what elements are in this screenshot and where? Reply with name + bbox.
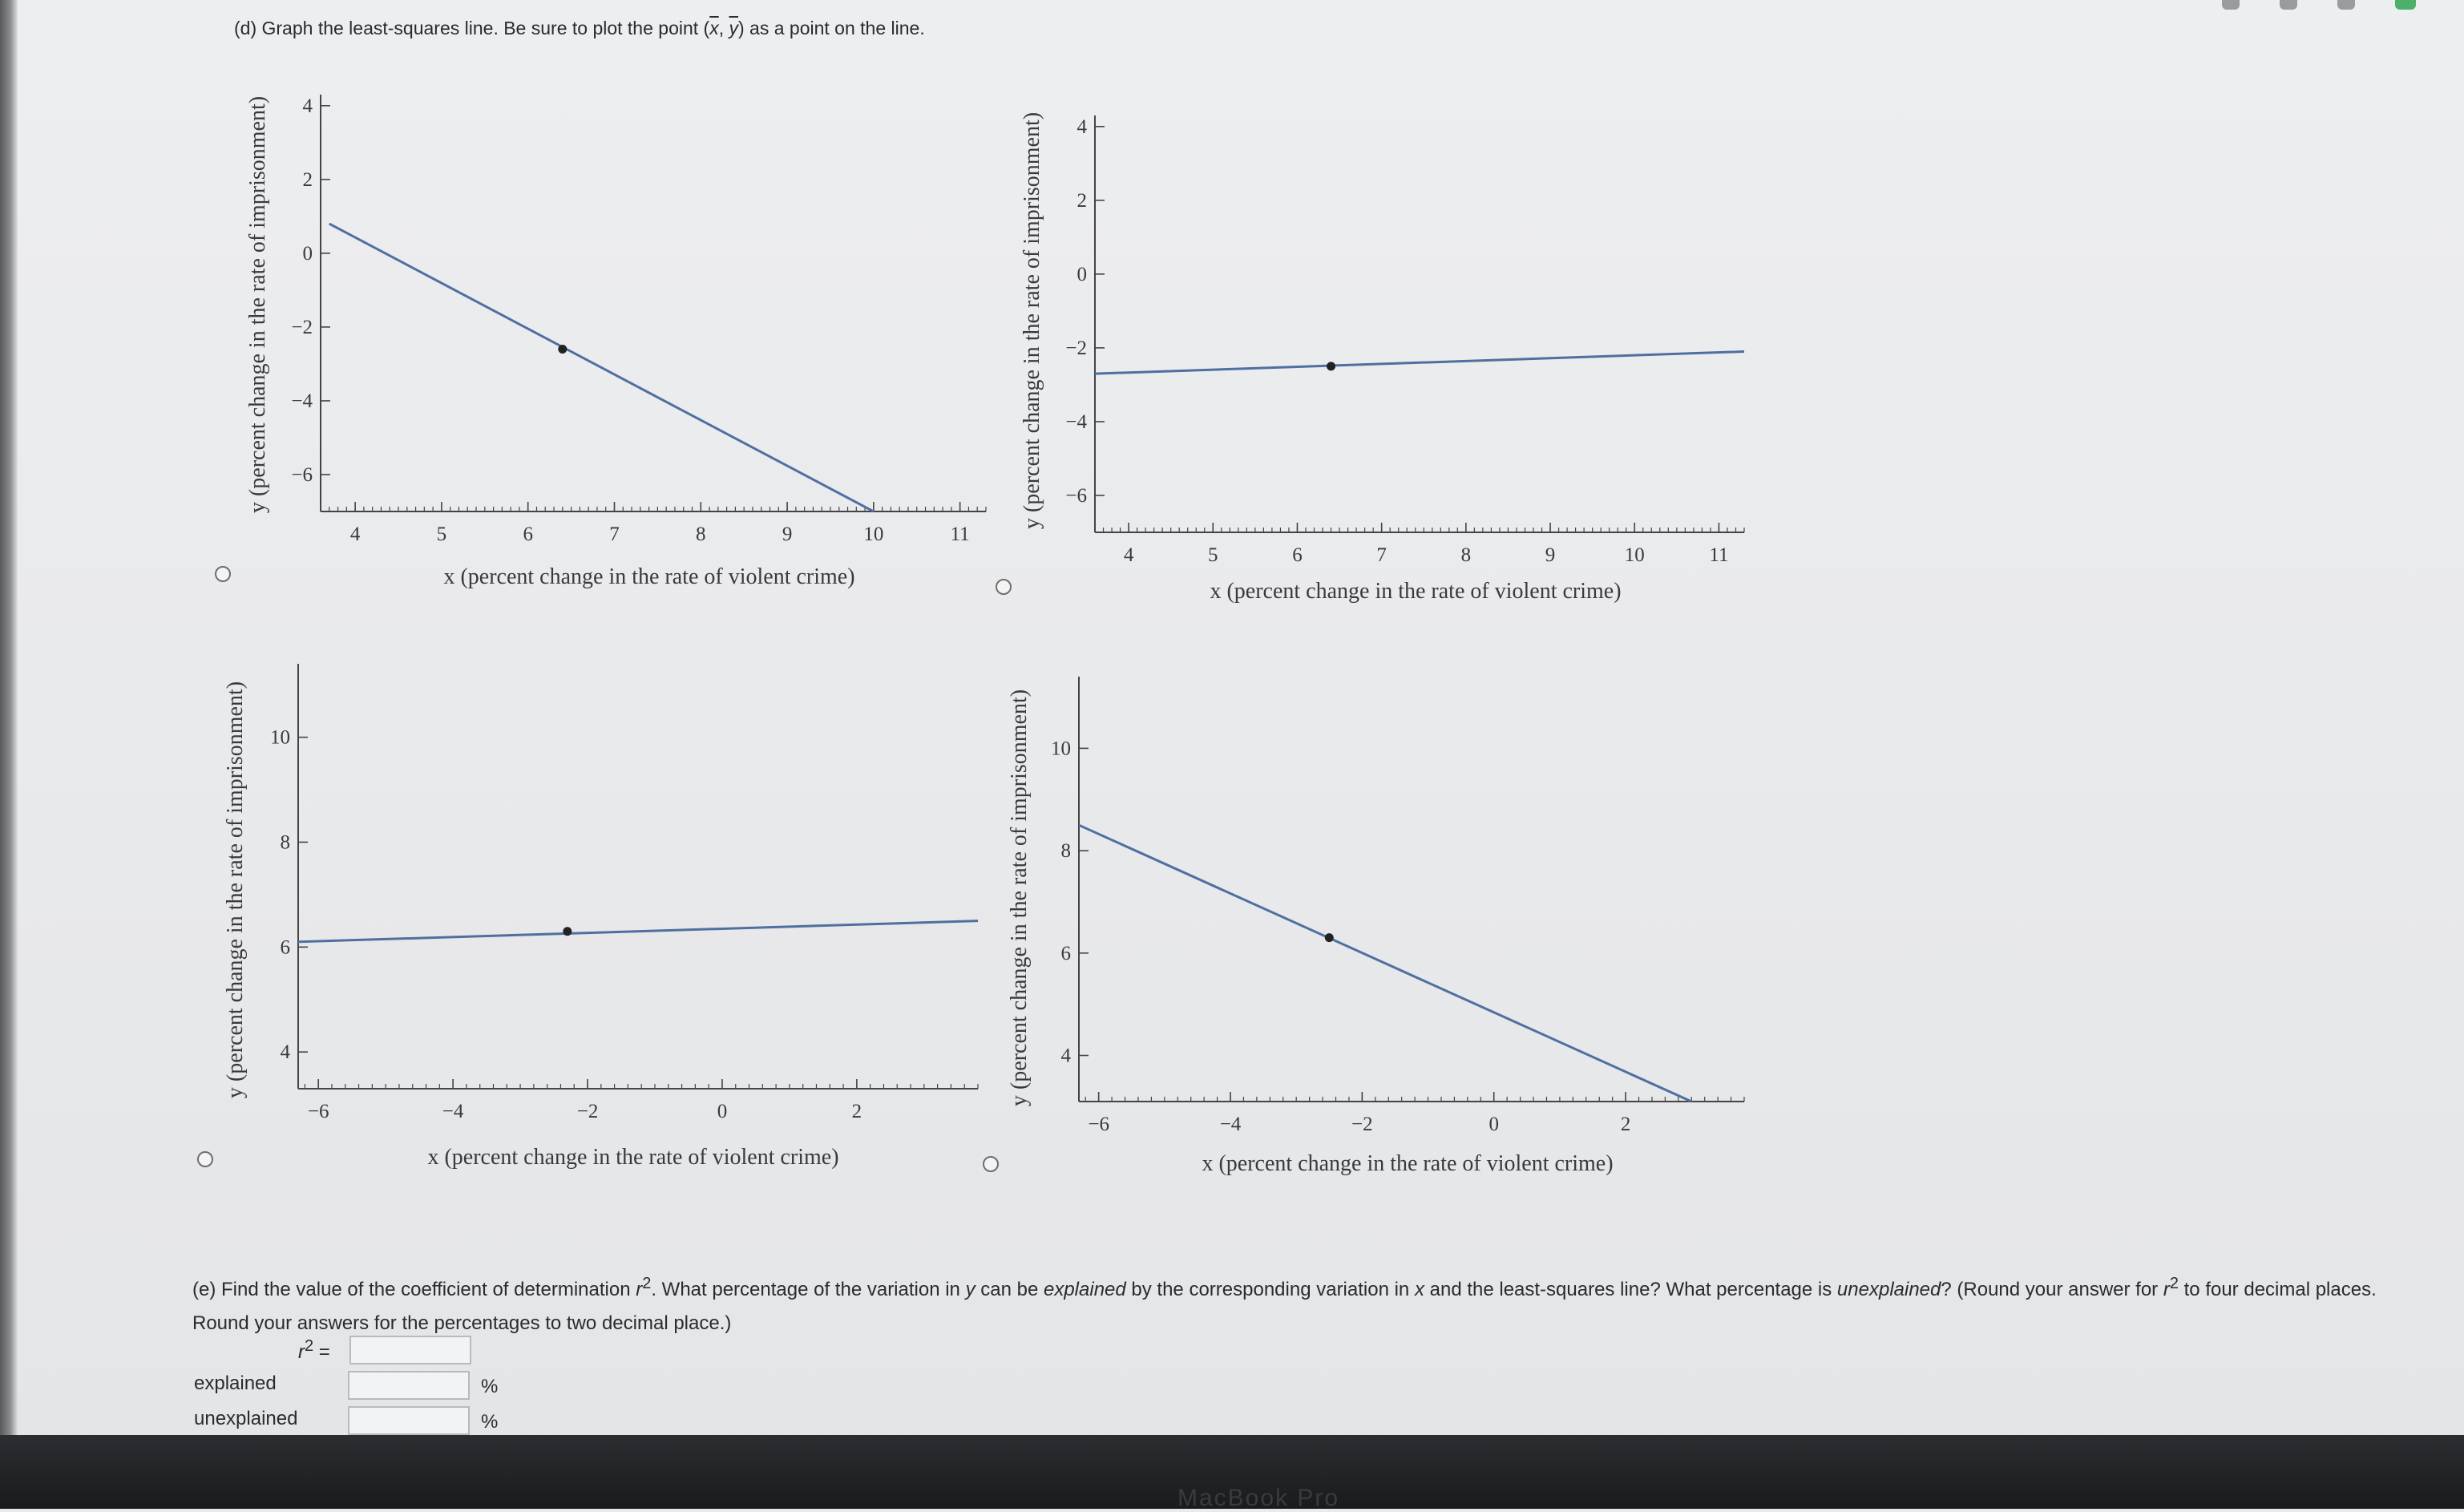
explained-input[interactable] [348,1371,470,1400]
x-tick-label: −4 [1220,1114,1242,1135]
y-tick-label: −6 [291,464,313,486]
y-tick-label: 4 [1077,116,1088,138]
screen-edge [0,0,18,1435]
x-tick-label: 8 [1461,544,1472,566]
mean-point [1324,933,1334,943]
y-axis-title: y (percent change in the rate of impriso… [1007,689,1032,1106]
y-axis-title: y (percent change in the rate of impriso… [1020,112,1044,529]
x-tick-label: 11 [951,524,970,545]
y-tick-label: 0 [303,243,313,265]
x-axis-title: x (percent change in the rate of violent… [1210,579,1621,604]
toolbar-icon[interactable] [2222,0,2240,10]
x-tick-label: 6 [1292,544,1303,566]
y-tick-label: 6 [281,936,291,958]
x-tick-label: −4 [442,1101,464,1122]
y-tick-label: 8 [281,831,291,853]
browser-page [0,0,2464,1435]
x-tick-label: 8 [696,524,706,545]
least-squares-line [329,222,875,513]
mean-point [1327,362,1336,371]
y-tick-label: 10 [1051,738,1071,759]
y-tick-label: −2 [291,317,313,338]
y-tick-label: 0 [1077,264,1088,285]
x-tick-label: 6 [523,524,533,545]
profile-icon[interactable] [2395,0,2416,10]
option-b-radio[interactable] [996,579,1012,595]
x-tick-label: 5 [437,524,447,545]
x-tick-label: 10 [1625,544,1645,566]
y-axis-title: y (percent change in the rate of impriso… [245,96,270,513]
unexplained-percent: % [481,1411,499,1433]
x-tick-label: 7 [1376,544,1387,566]
y-tick-label: 4 [281,1041,291,1063]
x-tick-label: −2 [577,1101,599,1122]
option-c-radio[interactable] [197,1151,213,1167]
x-tick-label: 10 [863,524,883,545]
y-tick-label: 4 [303,95,313,117]
y-tick-label: 2 [303,169,313,191]
y-tick-label: −6 [1065,485,1087,507]
r2-input[interactable] [349,1336,471,1364]
option-a-radio[interactable] [215,566,231,582]
x-axis-title: x (percent change in the rate of violent… [443,564,854,589]
x-tick-label: 5 [1208,544,1218,566]
x-tick-label: 7 [609,524,620,545]
unexplained-input[interactable] [348,1406,470,1435]
least-squares-line [297,920,979,944]
x-tick-label: −2 [1351,1114,1373,1135]
y-tick-label: 4 [1061,1045,1072,1067]
explained-percent: % [481,1376,499,1397]
mean-point [558,345,568,354]
explained-label: explained [194,1373,277,1394]
chart-bottom-right: −6 −4 −2 0 2 10 8 6 4 x (percent change in the ra… [1007,677,1745,1176]
x-tick-label: 4 [350,524,361,545]
laptop-brand-label: MacBook Pro [1177,1485,1340,1511]
graph-options: 4 5 6 7 8 9 10 11 4 2 0 −2 −4 −6 x (percent change in … [223,95,1745,1176]
r2-label: r2 = [298,1337,330,1363]
y-tick-label: 10 [270,727,290,749]
x-tick-label: 9 [782,524,793,545]
x-tick-label: 4 [1124,544,1134,566]
least-squares-line [1094,350,1745,375]
x-axis-title: x (percent change in the rate of violent… [427,1145,838,1170]
y-tick-label: −4 [291,390,313,412]
x-tick-label: 2 [852,1101,862,1122]
x-tick-label: 0 [717,1101,728,1122]
y-tick-label: 8 [1061,840,1072,862]
mean-point [563,927,572,936]
option-d-radio[interactable] [983,1156,999,1172]
x-tick-label: 0 [1488,1114,1499,1135]
y-axis-title: y (percent change in the rate of impriso… [223,681,248,1098]
chart-top-left: 4 5 6 7 8 9 10 11 4 2 0 −2 −4 −6 x (percent change in … [245,95,987,589]
question-e-prompt: (e) Find the value of the coefficient of… [192,1275,2377,1334]
y-tick-label: −4 [1065,411,1087,433]
x-axis-title: x (percent change in the rate of violent… [1202,1151,1613,1176]
laptop-bezel [0,1435,2464,1509]
x-tick-label: −6 [308,1101,329,1122]
toolbar-icon[interactable] [2280,0,2297,10]
unexplained-label: unexplained [194,1408,298,1429]
x-tick-label: 2 [1621,1114,1631,1135]
chart-bottom-left: −6 −4 −2 0 2 10 8 6 4 x (percent change in the ra… [223,664,979,1170]
question-d-prompt: (d) Graph the least-squares line. Be sur… [234,18,925,38]
x-tick-label: 9 [1545,544,1556,566]
least-squares-line [1078,823,1692,1103]
y-tick-label: −2 [1065,338,1087,359]
toolbar-icon[interactable] [2337,0,2355,10]
top-toolbar-icons [2222,0,2416,11]
x-tick-label: −6 [1088,1114,1109,1135]
chart-top-right: 4 5 6 7 8 9 10 11 4 2 0 −2 −4 −6 x (percent change in … [1020,112,1745,604]
y-tick-label: 6 [1061,943,1072,964]
x-tick-label: 11 [1709,544,1728,566]
y-tick-label: 2 [1077,190,1088,212]
